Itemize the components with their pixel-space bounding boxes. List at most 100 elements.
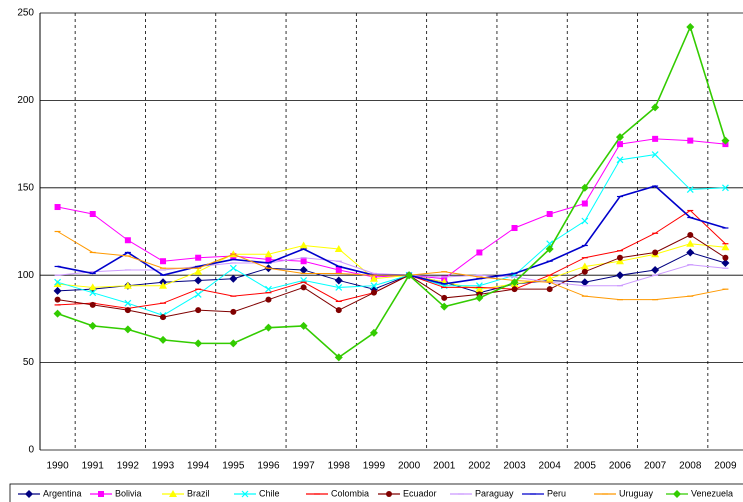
point <box>123 281 132 289</box>
point <box>265 285 272 293</box>
point <box>581 200 588 207</box>
point <box>580 278 589 287</box>
point <box>405 271 414 280</box>
point <box>229 339 238 348</box>
point <box>194 339 203 348</box>
point <box>89 301 96 308</box>
legend-label: Peru <box>547 488 566 498</box>
point <box>195 254 202 261</box>
point <box>476 249 483 256</box>
x-tick-label: 1999 <box>363 461 386 472</box>
point <box>370 289 377 296</box>
x-tick-label: 2005 <box>574 461 597 472</box>
point <box>124 307 131 314</box>
point <box>615 271 624 280</box>
point <box>54 204 61 211</box>
point <box>687 137 694 144</box>
point <box>721 136 730 145</box>
point <box>686 186 694 193</box>
point <box>687 231 694 238</box>
point <box>160 258 167 265</box>
point <box>686 22 695 31</box>
point <box>616 141 623 148</box>
legend-marker <box>25 490 33 498</box>
point <box>441 294 448 301</box>
x-tick-label: 2001 <box>433 461 456 472</box>
series-line <box>57 209 726 309</box>
y-tick-label: 0 <box>28 445 34 456</box>
x-tick-label: 2000 <box>398 461 421 472</box>
legend-label: Venezuela <box>691 488 733 498</box>
point <box>300 258 307 265</box>
legend-label: Argentina <box>43 488 82 498</box>
point <box>335 266 342 273</box>
point <box>299 241 308 249</box>
point <box>511 286 518 293</box>
point <box>580 183 589 192</box>
point <box>159 335 168 344</box>
point <box>722 254 729 261</box>
y-tick-label: 200 <box>17 95 34 106</box>
point <box>616 254 623 261</box>
point <box>88 283 97 291</box>
point <box>615 133 624 142</box>
point <box>195 307 202 314</box>
point <box>580 262 589 270</box>
point <box>511 225 518 232</box>
series-line <box>57 138 726 280</box>
point <box>616 156 624 164</box>
point <box>686 248 695 257</box>
x-tick-label: 2003 <box>503 461 526 472</box>
point <box>369 328 378 337</box>
legend-marker <box>386 491 392 497</box>
point <box>335 284 343 291</box>
legend-label: Bolivia <box>115 488 142 498</box>
x-tick-label: 2002 <box>468 461 491 472</box>
point <box>299 321 308 330</box>
series-line <box>57 231 726 301</box>
point <box>651 151 659 159</box>
x-tick-label: 2008 <box>679 461 702 472</box>
point <box>124 237 131 244</box>
x-tick-label: 1996 <box>257 461 280 472</box>
point <box>124 299 132 307</box>
point <box>230 308 237 315</box>
point <box>652 249 659 256</box>
x-tick-label: 2009 <box>714 461 737 472</box>
point <box>510 278 519 287</box>
point <box>475 285 484 293</box>
point <box>686 239 695 247</box>
point <box>264 323 273 332</box>
point <box>369 274 378 282</box>
legend-marker <box>241 490 249 498</box>
point <box>299 265 308 274</box>
point <box>581 217 589 225</box>
point <box>334 244 343 252</box>
point <box>335 307 342 314</box>
point <box>651 103 660 112</box>
legend-label: Ecuador <box>403 488 437 498</box>
point <box>545 244 554 253</box>
point <box>54 296 61 303</box>
point <box>89 289 97 297</box>
x-tick-label: 2006 <box>609 461 632 472</box>
point <box>194 291 202 298</box>
point <box>651 265 660 274</box>
x-tick-label: 1995 <box>222 461 245 472</box>
point <box>581 268 588 275</box>
legend-label: Uruguay <box>619 488 654 498</box>
point <box>475 293 484 302</box>
point <box>652 135 659 142</box>
point <box>721 258 730 267</box>
point <box>194 267 203 275</box>
point <box>334 353 343 362</box>
point <box>265 256 272 263</box>
x-tick-label: 1998 <box>328 461 351 472</box>
series-line <box>57 24 727 359</box>
series-line <box>57 243 726 290</box>
point <box>440 302 449 311</box>
x-tick-label: 1992 <box>117 461 140 472</box>
legend-label: Brazil <box>187 488 210 498</box>
x-tick-label: 1991 <box>82 461 105 472</box>
